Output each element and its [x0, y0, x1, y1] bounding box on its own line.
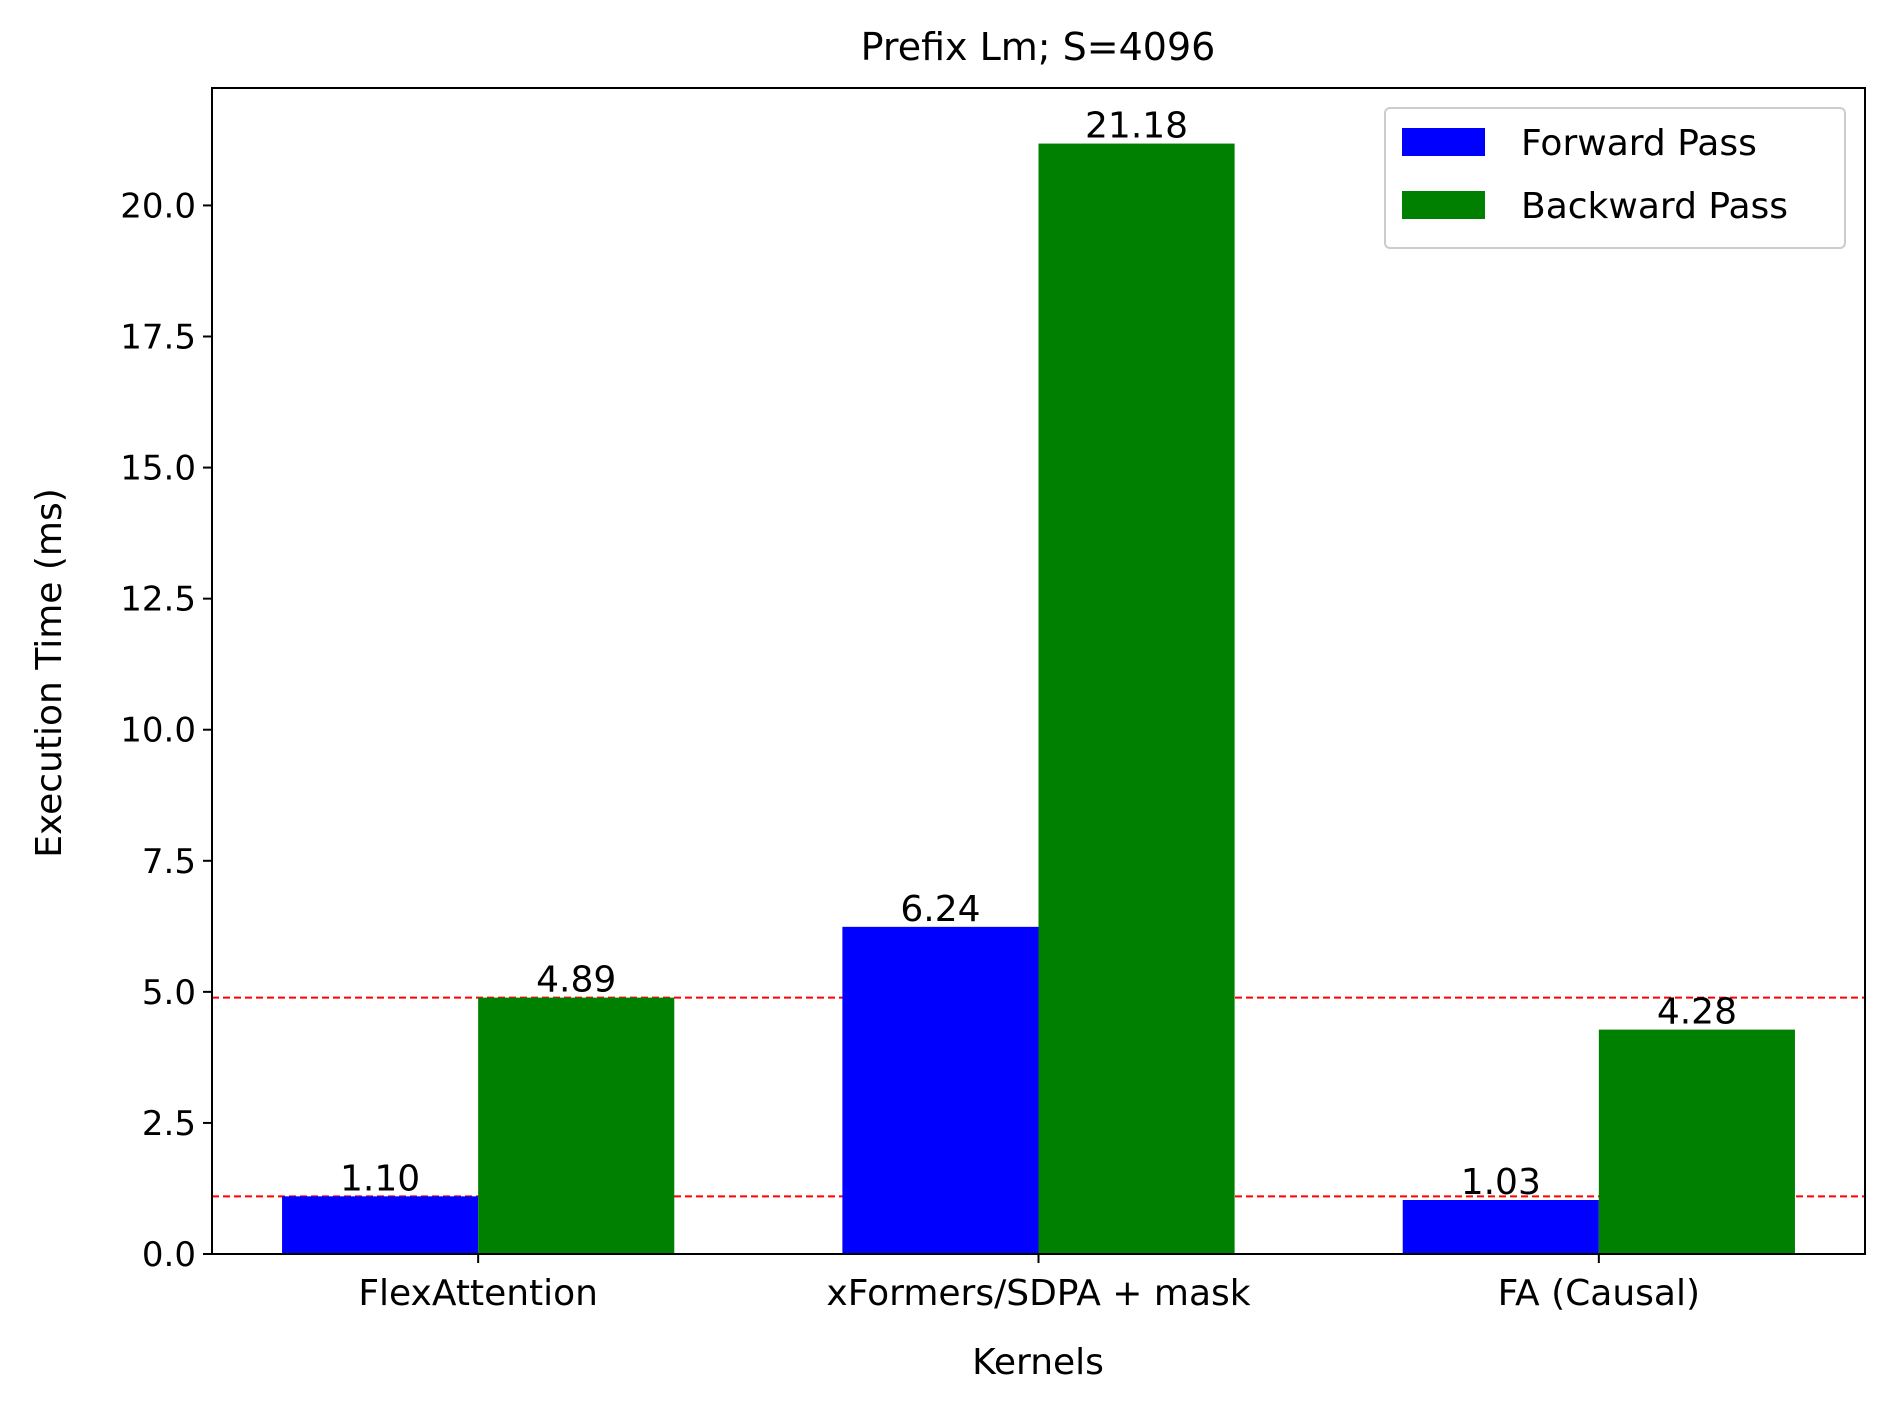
bar-value-label: 6.24 [900, 889, 980, 930]
legend-label-forward: Forward Pass [1521, 123, 1757, 164]
bar-value-label: 21.18 [1085, 106, 1188, 147]
x-axis-ticks: FlexAttention xFormers/SDPA + mask FA (Cau… [358, 1254, 1700, 1314]
bars [282, 143, 1795, 1255]
bar-value-label: 4.28 [1657, 992, 1737, 1033]
legend-label-backward: Backward Pass [1521, 186, 1788, 227]
y-tick-label: 10.0 [120, 711, 196, 751]
legend-frame [1384, 107, 1846, 249]
bar-value-labels: 1.10 6.24 1.03 4.89 21.18 4.28 [340, 106, 1737, 1203]
y-axis-label: Execution Time (ms) [29, 488, 70, 858]
plot-frame [211, 87, 1866, 1255]
bar-value-label: 1.03 [1461, 1162, 1541, 1203]
bar-forward-2 [1402, 1199, 1599, 1254]
bar-backward-1 [1038, 143, 1235, 1255]
legend-swatch-backward [1402, 191, 1485, 219]
bar-value-label: 1.10 [340, 1158, 420, 1199]
legend-swatch-forward [1402, 128, 1485, 156]
y-tick-label: 15.0 [120, 449, 196, 489]
y-axis-ticks: 0.0 2.5 5.0 7.5 10.0 12.5 15.0 17.5 20.0 [120, 186, 212, 1275]
y-tick-label: 0.0 [142, 1235, 196, 1275]
y-tick-label: 2.5 [142, 1104, 196, 1144]
legend: Forward Pass Backward Pass [1384, 107, 1846, 249]
bar-backward-2 [1598, 1029, 1795, 1254]
x-tick-label: xFormers/SDPA + mask [826, 1273, 1250, 1314]
y-tick-label: 7.5 [142, 842, 196, 882]
y-tick-label: 17.5 [120, 318, 196, 358]
bar-forward-0 [282, 1196, 479, 1254]
y-tick-label: 20.0 [120, 186, 196, 226]
bar-backward-0 [478, 997, 675, 1254]
bar-forward-1 [842, 926, 1039, 1254]
chart-title: Prefix Lm; S=4096 [861, 25, 1216, 69]
x-tick-label: FA (Causal) [1498, 1273, 1700, 1314]
x-tick-label: FlexAttention [358, 1273, 598, 1314]
y-tick-label: 5.0 [142, 973, 196, 1013]
bar-value-label: 4.89 [536, 960, 616, 1001]
x-axis-label: Kernels [972, 1342, 1104, 1383]
y-tick-label: 12.5 [120, 580, 196, 620]
